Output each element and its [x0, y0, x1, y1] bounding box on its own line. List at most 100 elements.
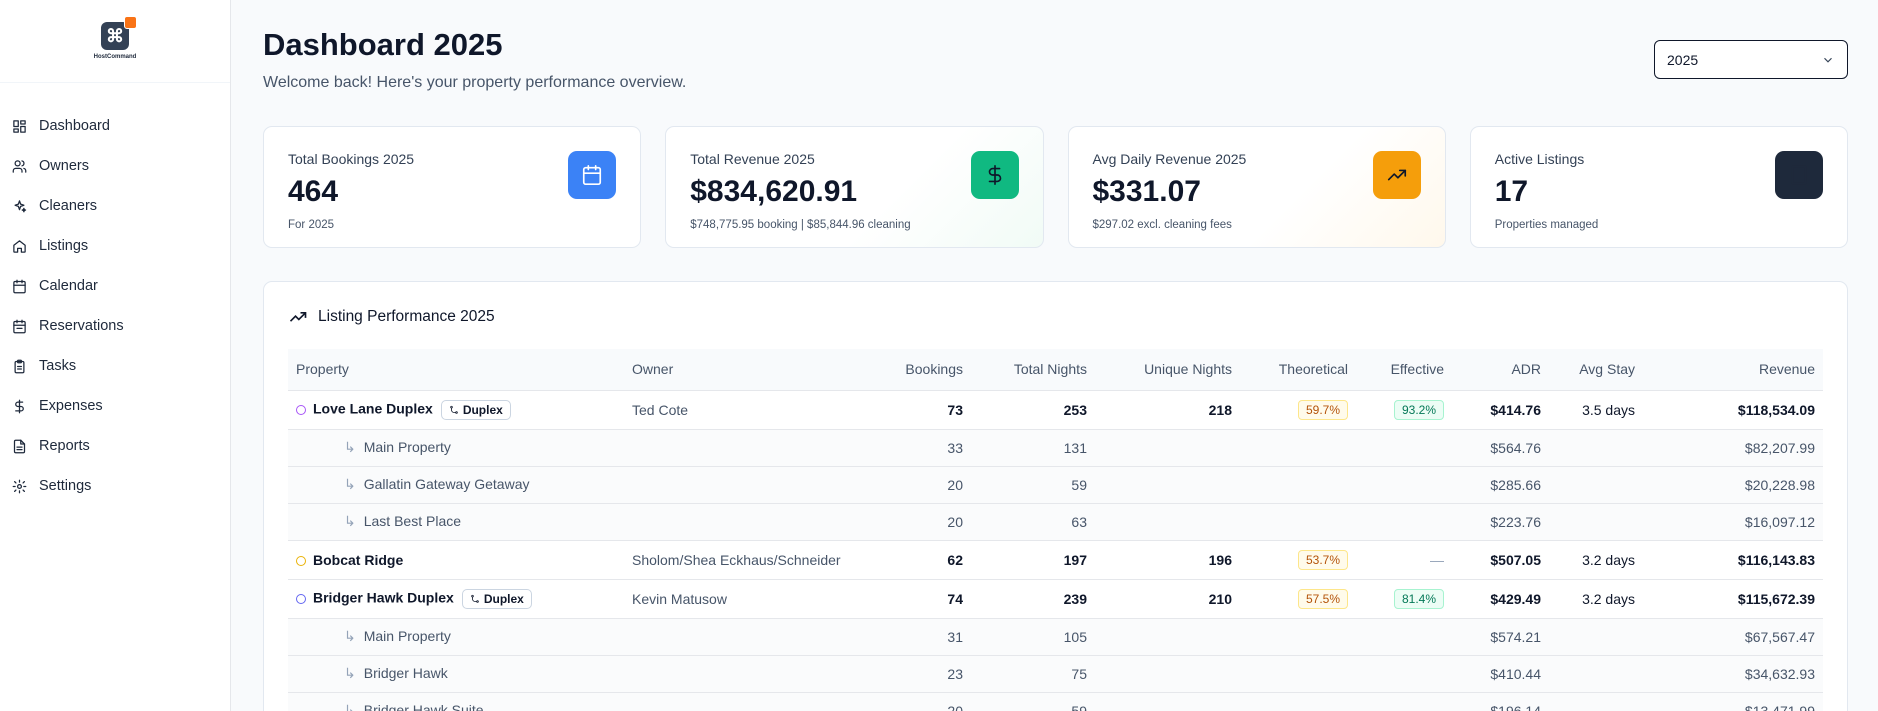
- sidebar-item-dashboard[interactable]: Dashboard: [0, 106, 230, 146]
- col-theoretical[interactable]: Theoretical: [1240, 349, 1356, 391]
- table-header-row: Property Owner Bookings Total Nights Uni…: [288, 349, 1823, 391]
- revenue-cell: $116,143.83: [1643, 540, 1823, 580]
- gear-icon: [12, 479, 27, 493]
- revenue-cell: $13,471.99: [1643, 692, 1823, 711]
- status-dot: [296, 404, 306, 415]
- col-unique-nights[interactable]: Unique Nights: [1095, 349, 1240, 391]
- col-revenue[interactable]: Revenue: [1643, 349, 1823, 391]
- nights-cell: 105: [971, 618, 1095, 656]
- subrow-arrow-icon: ↳: [344, 665, 356, 681]
- effective-badge: 81.4%: [1393, 588, 1444, 609]
- table-subrow[interactable]: ↳ Bridger Hawk 23 75 $410.44 $34,632.93: [288, 655, 1823, 693]
- revenue-cell: $115,672.39: [1643, 579, 1823, 619]
- bookings-cell: 20: [846, 692, 971, 711]
- table-subrow[interactable]: ↳ Bridger Hawk Suite 20 59 $196.14 $13,47…: [288, 692, 1823, 711]
- col-avg-stay[interactable]: Avg Stay: [1549, 349, 1643, 391]
- git-branch-icon: [471, 594, 479, 603]
- col-bookings[interactable]: Bookings: [846, 349, 971, 391]
- table-row[interactable]: Love Lane Duplex Duplex Ted Cote 73 253 2…: [288, 390, 1823, 430]
- sidebar: ⌘ HostCommand Dashboard Owners Cleaners …: [0, 0, 231, 711]
- sidebar-item-label: Reports: [39, 438, 90, 454]
- bookings-cell: 74: [846, 579, 971, 619]
- nights-cell: 59: [971, 692, 1095, 711]
- bookings-cell: 20: [846, 466, 971, 504]
- page-title: Dashboard 2025: [263, 27, 503, 62]
- sidebar-item-label: Reservations: [39, 318, 124, 334]
- sidebar-item-label: Owners: [39, 158, 89, 174]
- sidebar-item-label: Calendar: [39, 278, 98, 294]
- col-owner[interactable]: Owner: [624, 349, 846, 391]
- stat-cards: Total Bookings 2025 464 For 2025 Total R…: [263, 126, 1848, 248]
- table-subrow[interactable]: ↳ Last Best Place 20 63 $223.76 $16,097.1…: [288, 503, 1823, 541]
- revenue-cell: $20,228.98: [1643, 466, 1823, 504]
- property-name: Bridger Hawk Suite: [363, 702, 484, 711]
- nights-cell: 131: [971, 429, 1095, 467]
- stat-card-bookings: Total Bookings 2025 464 For 2025: [263, 126, 642, 248]
- logo[interactable]: ⌘ HostCommand: [0, 0, 230, 83]
- stat-label: Total Bookings 2025: [288, 151, 415, 167]
- stat-value: $834,620.91: [690, 175, 858, 208]
- avg-stay-cell: 3.5 days: [1549, 390, 1643, 430]
- sidebar-item-reservations[interactable]: Reservations: [0, 306, 230, 346]
- table-subrow[interactable]: ↳ Main Property 33 131 $564.76 $82,207.99: [288, 429, 1823, 467]
- building-icon: [1775, 151, 1823, 199]
- avg-stay-cell: 3.2 days: [1549, 540, 1643, 580]
- status-dot: [296, 593, 306, 604]
- subrow-arrow-icon: ↳: [344, 702, 356, 711]
- trending-up-icon: [289, 312, 307, 322]
- dollar-icon: [970, 151, 1019, 199]
- col-adr[interactable]: ADR: [1452, 349, 1549, 391]
- theoretical-badge: 59.7%: [1297, 399, 1348, 420]
- subrow-arrow-icon: ↳: [344, 628, 356, 644]
- file-text-icon: [13, 439, 26, 453]
- unique-nights-cell: 218: [1095, 390, 1240, 430]
- tag-label: Duplex: [462, 402, 503, 417]
- performance-table: Property Owner Bookings Total Nights Uni…: [288, 349, 1823, 711]
- property-name: Gallatin Gateway Getaway: [363, 476, 530, 492]
- calendar-icon: [568, 151, 617, 199]
- home-icon: [13, 239, 26, 253]
- theoretical-badge: 57.5%: [1297, 588, 1348, 609]
- sidebar-item-cleaners[interactable]: Cleaners: [0, 186, 230, 226]
- property-name: Love Lane Duplex: [313, 400, 433, 417]
- col-property[interactable]: Property: [288, 349, 624, 391]
- col-total-nights[interactable]: Total Nights: [971, 349, 1095, 391]
- effective-empty: —: [1430, 551, 1444, 568]
- stat-sub: $297.02 excl. cleaning fees: [1092, 219, 1232, 231]
- page-subtitle: Welcome back! Here's your property perfo…: [263, 74, 687, 91]
- sidebar-item-listings[interactable]: Listings: [0, 226, 230, 266]
- property-name: Bridger Hawk Duplex: [313, 589, 454, 606]
- sparkles-icon: [14, 199, 27, 212]
- bookings-cell: 62: [846, 540, 971, 580]
- subrow-arrow-icon: ↳: [344, 513, 356, 529]
- status-dot: [296, 555, 306, 566]
- calendar-check-icon: [13, 319, 26, 333]
- sidebar-item-reports[interactable]: Reports: [0, 426, 230, 466]
- main-content: Dashboard 2025 Welcome back! Here's your…: [231, 0, 1878, 711]
- table-row[interactable]: Bobcat Ridge Sholom/Shea Eckhaus/Schneid…: [288, 540, 1823, 580]
- tag-label: Duplex: [483, 591, 524, 606]
- sidebar-item-expenses[interactable]: Expenses: [0, 386, 230, 426]
- stat-sub: For 2025: [288, 219, 335, 231]
- sidebar-item-settings[interactable]: Settings: [0, 466, 230, 506]
- adr-cell: $414.76: [1452, 390, 1549, 430]
- revenue-cell: $118,534.09: [1643, 390, 1823, 430]
- sidebar-item-owners[interactable]: Owners: [0, 146, 230, 186]
- nights-cell: 197: [971, 540, 1095, 580]
- table-row[interactable]: Bridger Hawk Duplex Duplex Kevin Matusow …: [288, 579, 1823, 619]
- git-branch-icon: [450, 405, 458, 414]
- table-subrow[interactable]: ↳ Main Property 31 105 $574.21 $67,567.47: [288, 618, 1823, 656]
- nights-cell: 59: [971, 466, 1095, 504]
- sidebar-item-calendar[interactable]: Calendar: [0, 266, 230, 306]
- adr-cell: $574.21: [1452, 618, 1549, 656]
- table-subrow[interactable]: ↳ Gallatin Gateway Getaway 20 59 $285.66 …: [288, 466, 1823, 504]
- stat-sub: $748,775.95 booking | $85,844.96 cleanin…: [690, 219, 911, 231]
- duplex-badge: Duplex: [440, 399, 511, 420]
- year-select[interactable]: 2025: [1654, 40, 1848, 79]
- col-effective[interactable]: Effective: [1356, 349, 1452, 391]
- adr-cell: $507.05: [1452, 540, 1549, 580]
- adr-cell: $410.44: [1452, 655, 1549, 693]
- nights-cell: 239: [971, 579, 1095, 619]
- sidebar-item-tasks[interactable]: Tasks: [0, 346, 230, 386]
- sidebar-item-label: Expenses: [39, 398, 103, 414]
